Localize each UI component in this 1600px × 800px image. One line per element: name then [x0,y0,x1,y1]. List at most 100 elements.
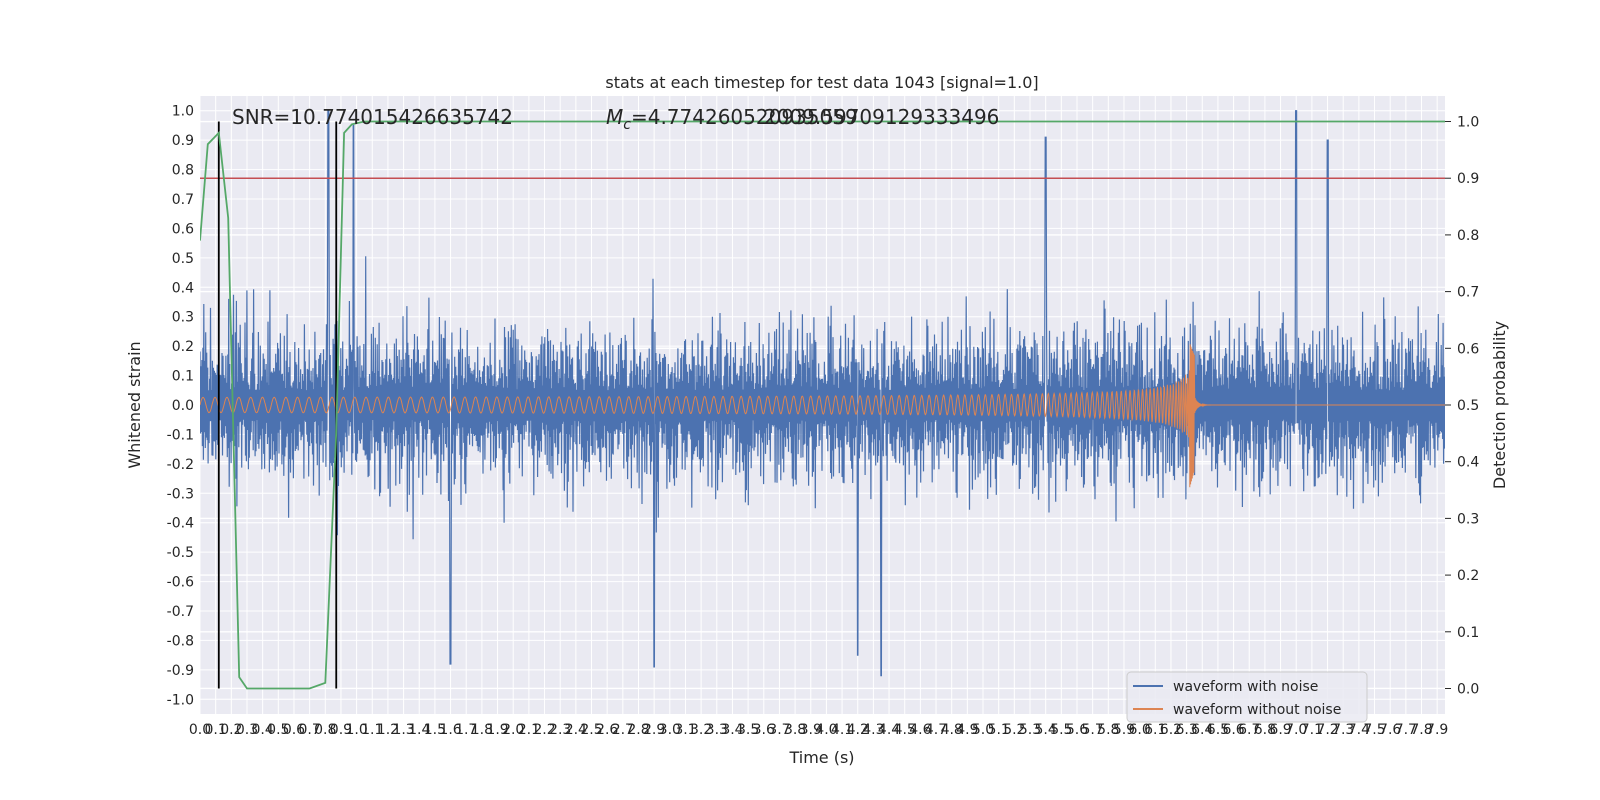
legend: waveform with noise waveform without noi… [1126,671,1368,723]
x-tick-label: 6.7 [1238,722,1260,738]
y-tick-label-right: 0.2 [1457,568,1479,584]
y-tick-label-right: 0.7 [1457,285,1479,301]
x-tick-label: 7.1 [1301,722,1323,738]
x-tick-label: 3.3 [706,722,728,738]
y-tick-label-left: 0.3 [172,310,194,326]
y-tick-label-left: 0.9 [172,133,194,149]
series-waveform-with-noise [200,110,1445,677]
y-tick-label-right: 0.0 [1457,681,1479,697]
x-tick-label: 5.9 [1113,722,1135,738]
y-tick-label-left: 0.6 [172,221,194,237]
x-tick-label: 6.1 [1144,722,1166,738]
x-tick-label: 3.7 [768,722,790,738]
x-tick-label: 3.4 [721,722,743,738]
x-tick-label: 2.7 [612,722,634,738]
x-tick-label: 1.0 [345,722,367,738]
x-tick-label: 4.4 [878,722,900,738]
y-axis-left-label: Whitened strain [125,341,144,468]
x-tick-label: 0.5 [267,722,289,738]
y-tick-label-right: 0.9 [1457,171,1479,187]
y-tick-label-left: -0.1 [167,427,194,443]
x-tick-label: 2.9 [643,722,665,738]
x-tick-label: 1.2 [377,722,399,738]
chart-title: stats at each timestep for test data 104… [605,73,1038,92]
x-tick-label: 3.6 [753,722,775,738]
snr-annotation: SNR=10.774015426635742 [232,105,513,129]
x-tick-label: 5.4 [1035,722,1057,738]
y-tick-label-left: -0.6 [167,575,194,591]
x-axis-label: Time (s) [788,748,854,767]
y-tick-label-left: -0.8 [167,633,194,649]
x-tick-label: 3.9 [800,722,822,738]
x-tick-label: 5.5 [1050,722,1072,738]
x-tick-label: 5.2 [1003,722,1025,738]
x-tick-label: 4.8 [941,722,963,738]
legend-box [1126,671,1368,723]
x-tick-label: 3.5 [737,722,759,738]
series-detection-probability [200,120,1445,690]
x-tick-label: 0.6 [283,722,305,738]
mc-subscript: c [623,117,631,133]
y-axis-right-label: Detection probability [1490,321,1509,489]
y-tick-label-left: -0.7 [167,604,194,620]
x-tick-label: 5.7 [1082,722,1104,738]
x-tick-label: 7.5 [1363,722,1385,738]
x-tick-label: 6.4 [1191,722,1213,738]
x-tick-label: 4.9 [956,722,978,738]
x-tick-label: 7.2 [1316,722,1338,738]
x-tick-label: 4.0 [815,722,837,738]
mc-value-a: =4.774260520935059 [631,105,858,129]
x-tick-label: 4.2 [847,722,869,738]
y-tick-label-left: -0.2 [167,457,194,473]
y-tick-label-left: -0.9 [167,663,194,679]
x-tick-label: 3.0 [659,722,681,738]
x-tick-label: 1.1 [361,722,383,738]
legend-label-noise: waveform with noise [1173,679,1318,695]
x-tick-label: 2.6 [596,722,618,738]
y-tick-label-left: 0.0 [172,398,194,414]
x-tick-label: 4.7 [925,722,947,738]
x-tick-label: 2.2 [533,722,555,738]
x-tick-label: 2.1 [518,722,540,738]
x-tick-label: 0.2 [220,722,242,738]
y-tick-label-left: 0.2 [172,339,194,355]
y-tick-label-left: -1.0 [167,692,194,708]
x-tick-label: 7.9 [1426,722,1448,738]
mc-annotation-overlap: 2009.59709129333496 [764,105,999,129]
x-tick-label: 0.9 [330,722,352,738]
x-tick-label: 6.9 [1269,722,1291,738]
y-tick-label-right: 1.0 [1457,115,1479,131]
x-tick-label: 3.8 [784,722,806,738]
x-tick-label: 0.0 [189,722,211,738]
x-tick-label: 6.8 [1254,722,1276,738]
y-axis-right-ticks: 0.0 0.1 0.2 0.3 0.4 0.5 0.6 0.7 0.8 0.9 1.0 [1445,115,1479,697]
series-waveform-without-noise [200,344,1445,488]
x-tick-label: 5.1 [988,722,1010,738]
x-axis-ticks: 0.00.10.20.30.40.50.60.70.80.91.01.11.21… [189,722,1448,738]
y-tick-label-left: 0.1 [172,369,194,385]
x-tick-label: 2.8 [627,722,649,738]
x-tick-label: 1.3 [392,722,414,738]
x-tick-label: 2.4 [565,722,587,738]
x-tick-label: 4.3 [862,722,884,738]
x-tick-label: 6.6 [1222,722,1244,738]
x-tick-label: 3.2 [690,722,712,738]
x-tick-label: 4.6 [909,722,931,738]
x-tick-label: 2.0 [502,722,524,738]
x-tick-label: 6.3 [1175,722,1197,738]
y-tick-label-left: 0.5 [172,251,194,267]
x-tick-label: 2.5 [580,722,602,738]
y-tick-label-right: 0.1 [1457,625,1479,641]
y-tick-label-right: 0.3 [1457,511,1479,527]
x-tick-label: 7.8 [1410,722,1432,738]
x-tick-label: 7.7 [1395,722,1417,738]
legend-label-clean: waveform without noise [1173,702,1341,718]
x-tick-label: 1.6 [439,722,461,738]
x-tick-label: 5.6 [1066,722,1088,738]
mc-annotation: Mc=4.774260520935059 [606,105,858,133]
y-tick-label-left: -0.5 [167,545,194,561]
x-tick-label: 0.3 [236,722,258,738]
y-tick-label-right: 0.4 [1457,455,1479,471]
x-tick-label: 1.5 [424,722,446,738]
